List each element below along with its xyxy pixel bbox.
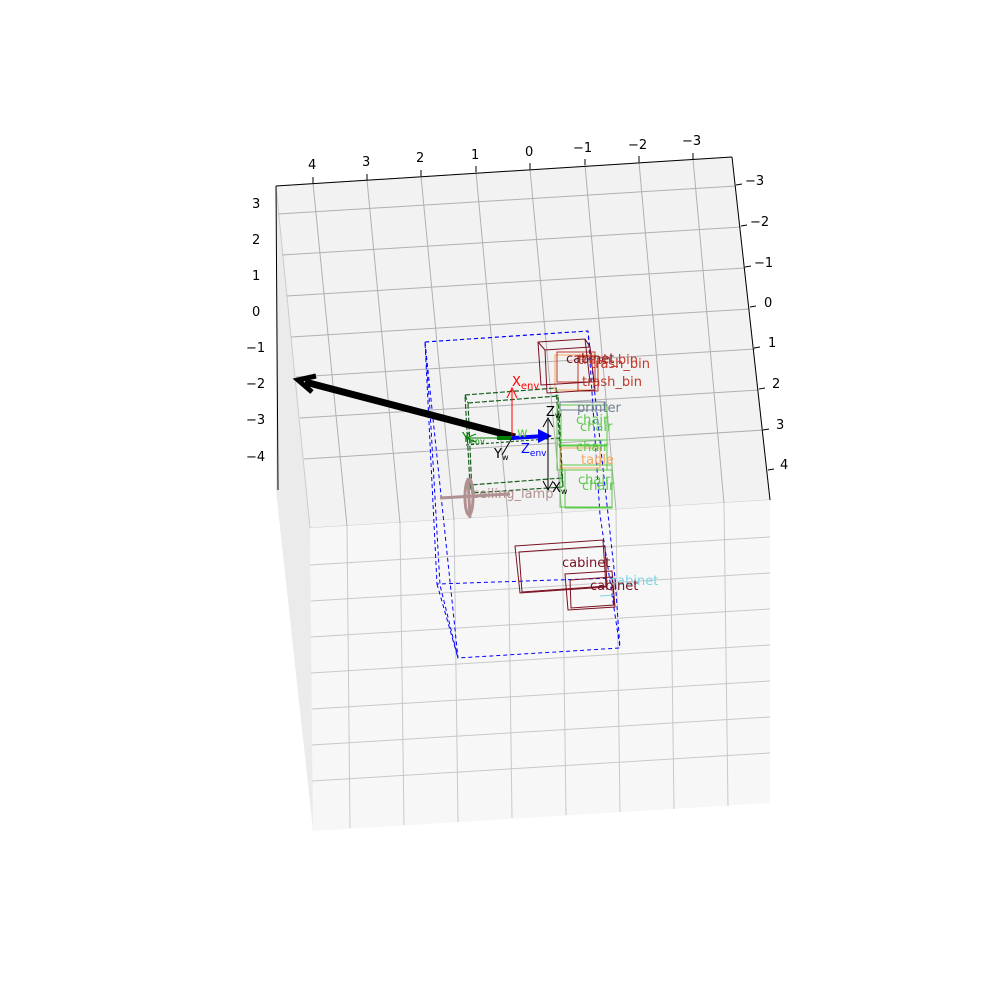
left-tick-label: −4 [246, 450, 265, 465]
cabinet-middle-label: cabinet [562, 556, 610, 571]
table-label: table [581, 453, 614, 468]
chair-label-5: chair [582, 479, 615, 494]
trash-bin-label-1: trash_bin [578, 353, 638, 368]
left-axis-line [275, 185, 279, 491]
top-tick-label: 1 [471, 148, 479, 163]
left-tick-label: −3 [246, 413, 265, 428]
right-tick-label: −2 [750, 215, 769, 230]
chair-label-2: chair [580, 420, 613, 435]
right-axis-line [731, 156, 771, 501]
z-env-label: Zenv [521, 442, 547, 459]
chair-label-4: chair [578, 473, 611, 488]
bottom-pane [310, 500, 770, 831]
ceiling-lamp-shape [439, 477, 511, 519]
bottom-pane-grid [309, 502, 771, 829]
top-tick-marks [312, 153, 694, 183]
y-env-label: Yenv [461, 431, 485, 446]
printer-box [559, 401, 606, 411]
right-tick-label: 0 [764, 296, 772, 311]
trash-bin-boxes [556, 351, 599, 392]
chair-boxes [556, 404, 613, 509]
top-tick-label: −3 [682, 134, 701, 149]
lower-cabinet-box [564, 570, 616, 611]
top-pane-grid [277, 158, 765, 527]
left-tick-label: −1 [246, 341, 265, 356]
left-wall-pane [276, 186, 313, 830]
left-tick-labels: 3 2 1 0 −1 −2 −3 −4 [246, 197, 265, 465]
right-tick-label: 4 [780, 458, 788, 473]
w-label: w [517, 426, 528, 441]
left-tick-label: 2 [252, 233, 260, 248]
chair-label-1: chair [576, 413, 609, 428]
left-tick-label: 0 [252, 305, 260, 320]
left-tick-label: 1 [252, 269, 260, 284]
left-tick-label: −2 [246, 377, 265, 392]
top-tick-label: −1 [573, 141, 592, 156]
x-env-label: Xenv [512, 375, 539, 392]
top-axis-line [275, 156, 733, 187]
top-pane [275, 156, 771, 529]
top-cabinet-box [537, 338, 596, 394]
x-w-label: Xw [552, 481, 568, 496]
top-tick-label: 0 [525, 145, 533, 160]
top-tick-labels: 4 3 2 1 0 −1 −2 −3 [308, 134, 701, 173]
trash-bin-label-2: trash_bin [590, 357, 650, 372]
right-tick-label: 3 [776, 418, 784, 433]
light-cabinet-box [599, 594, 615, 597]
top-tick-label: −2 [628, 138, 647, 153]
table-box [464, 387, 564, 494]
chair-label-3: chair [576, 440, 609, 455]
top-tick-label: 4 [308, 158, 316, 173]
cabinet-top-label: cabinet [566, 352, 614, 367]
env-frame-axes [464, 386, 554, 492]
trash-bin-label-3: trash_bin [582, 375, 642, 390]
cabinet-low-label: cabinet [590, 579, 638, 594]
left-tick-label: 3 [252, 197, 260, 212]
right-tick-marks [735, 183, 775, 471]
right-tick-label: −1 [754, 256, 773, 271]
right-tick-labels: −3 −2 −1 0 1 2 3 4 [745, 174, 788, 473]
top-tick-label: 2 [416, 151, 424, 166]
right-tick-label: 2 [772, 377, 780, 392]
view-direction-arrow [292, 373, 516, 441]
top-tick-label: 3 [362, 155, 370, 170]
middle-cabinet-box [514, 539, 608, 594]
printer-label: printer [577, 401, 622, 416]
cabinet-light-label: cabinet [610, 574, 658, 589]
right-tick-label: 1 [768, 336, 776, 351]
environment-box [424, 330, 621, 659]
right-tick-label: −3 [745, 174, 764, 189]
ceiling-lamp-label: ceiling_lamp [472, 487, 553, 502]
z-w-label: Zw [546, 405, 562, 420]
y-w-label: Yw [493, 447, 509, 462]
